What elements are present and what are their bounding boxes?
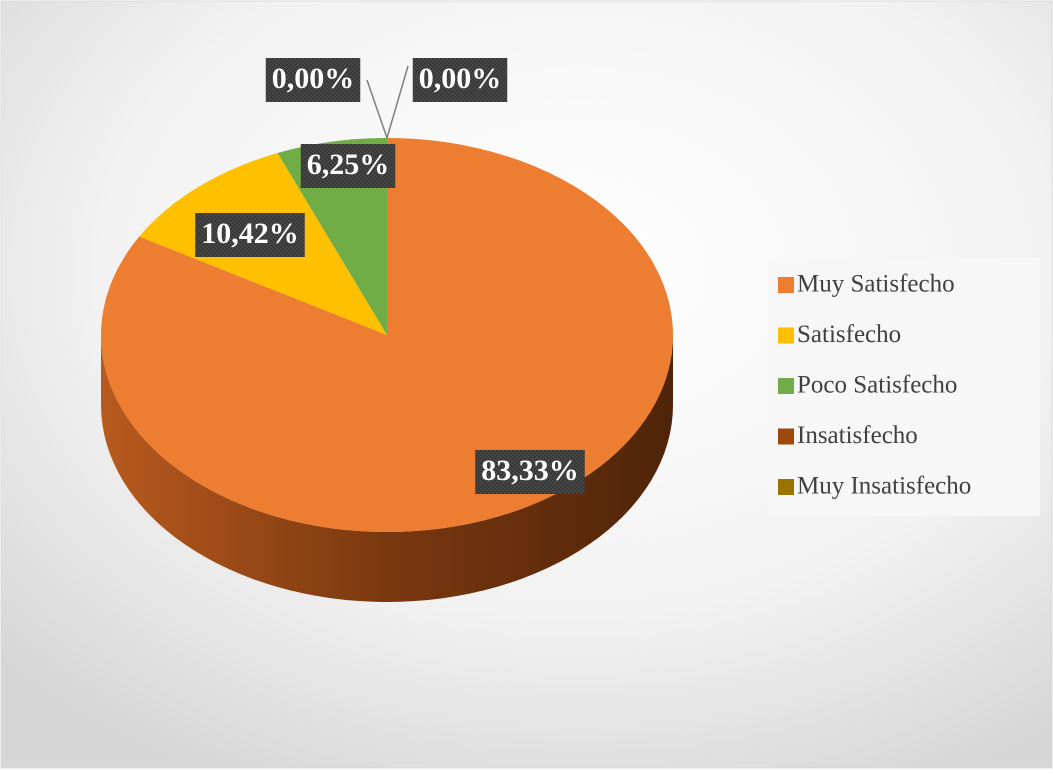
pie-side xyxy=(101,335,673,602)
legend-label: Muy Insatisfecho xyxy=(797,473,971,500)
data-label: 83,33% xyxy=(481,454,579,487)
pie xyxy=(101,138,674,602)
data-label: 6,25% xyxy=(307,148,390,181)
legend-label: Insatisfecho xyxy=(797,422,918,449)
legend-swatch xyxy=(778,428,794,445)
legend-swatch xyxy=(778,479,794,495)
legend-swatch xyxy=(778,277,794,293)
legend-box xyxy=(768,258,1040,516)
legend-label: Poco Satisfecho xyxy=(797,372,957,399)
leader-line xyxy=(366,79,388,139)
data-label: 0,00% xyxy=(419,62,502,95)
leader-line xyxy=(386,65,409,139)
data-label-box xyxy=(475,450,585,494)
data-label-box xyxy=(300,144,396,188)
legend-swatch xyxy=(778,378,794,394)
pie-slice xyxy=(101,138,674,532)
data-labels: 83,33% 10,42% 6,25% 0,00% 0,00% xyxy=(195,58,585,494)
legend-label: Satisfecho xyxy=(797,321,901,348)
data-label: 0,00% xyxy=(272,62,355,95)
data-label-box xyxy=(195,213,305,257)
data-label-box xyxy=(412,58,508,102)
legend-label: Muy Satisfecho xyxy=(797,271,955,298)
data-label-box xyxy=(265,58,361,102)
data-label: 10,42% xyxy=(201,217,299,250)
legend-swatch xyxy=(778,327,794,344)
legend: Muy Satisfecho Satisfecho Poco Satisfecho I… xyxy=(778,271,971,500)
